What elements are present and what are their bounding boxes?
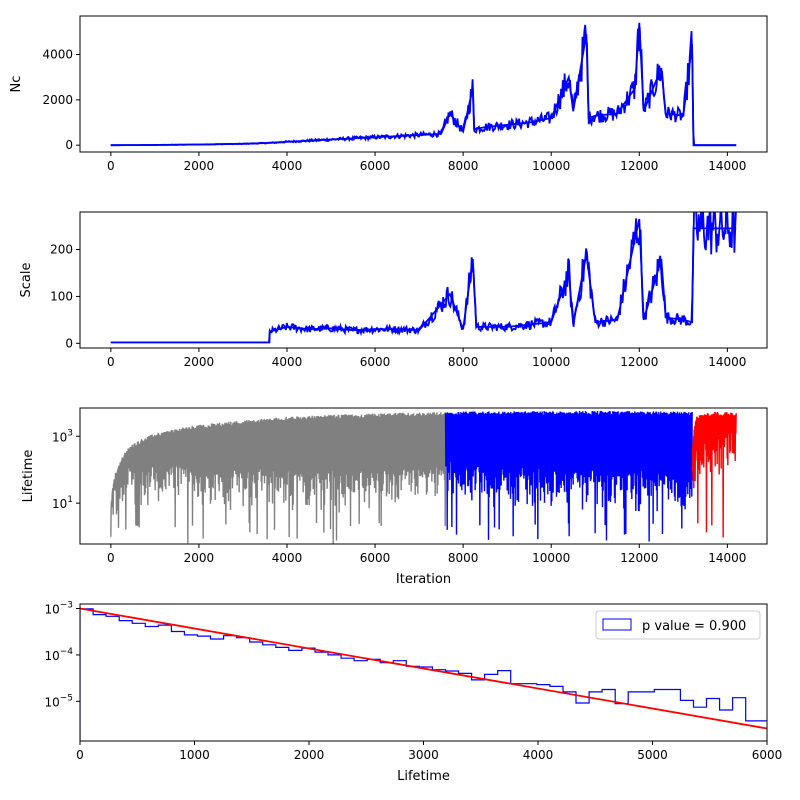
- x-tick-label-1-2: 4000: [272, 355, 303, 369]
- lifetime-series-0: [110, 412, 447, 544]
- axes-frame-0: [79, 15, 768, 153]
- x-tick-label-3-5: 5000: [637, 748, 668, 762]
- x-tick-label-2-5: 10000: [532, 551, 570, 565]
- y-tick-label-3-2: 10−3: [44, 600, 73, 616]
- x-tick-label-3-1: 1000: [179, 748, 210, 762]
- y-tick-label-3-0: 10−5: [44, 693, 73, 709]
- x-tick-label-0-3: 6000: [360, 159, 391, 173]
- x-tick-label-2-6: 12000: [620, 551, 658, 565]
- x-tick-label-3-6: 6000: [752, 748, 783, 762]
- x-tick-label-2-4: 8000: [448, 551, 479, 565]
- x-tick-label-0-6: 12000: [620, 159, 658, 173]
- legend-swatch: [602, 618, 632, 631]
- plot-area-3: [80, 607, 767, 741]
- x-tick-label-1-5: 10000: [532, 355, 570, 369]
- nc-panel: 0 2000 4000 6000 8000 10000 12000 14000 0 2000 400…: [9, 15, 768, 173]
- series-peaks-1-0: [110, 218, 737, 344]
- y-tick-label-0-1: 2000: [42, 93, 73, 107]
- x-tick-label-1-3: 6000: [360, 355, 391, 369]
- x-tick-label-0-5: 10000: [532, 159, 570, 173]
- y-tick-label-2-0: 101: [52, 495, 73, 511]
- histogram-steps: [80, 608, 767, 741]
- x-tick-label-2-2: 4000: [272, 551, 303, 565]
- y-tick-label-1-0: 0: [65, 336, 73, 350]
- axes-frame-2: [79, 407, 768, 545]
- legend: p value = 0.900: [595, 610, 761, 640]
- plot-area-0: [110, 22, 737, 147]
- x-tick-label-1-4: 8000: [448, 355, 479, 369]
- x-axis-label-2: Iteration: [396, 572, 451, 587]
- lifetime-series-2: [691, 411, 737, 538]
- lifetime-histogram-panel: 0 1000 2000 3000 4000 5000 6000 10−5 10−4 10−3 Lif…: [44, 600, 783, 784]
- x-tick-label-0-1: 2000: [184, 159, 215, 173]
- x-tick-label-3-4: 4000: [523, 748, 554, 762]
- y-tick-label-1-2: 200: [50, 243, 73, 257]
- x-tick-label-2-0: 0: [107, 551, 115, 565]
- x-tick-label-0-0: 0: [107, 159, 115, 173]
- y-tick-label-2-1: 103: [52, 428, 73, 444]
- y-tick-label-0-0: 0: [65, 138, 73, 152]
- x-tick-label-1-7: 14000: [708, 355, 746, 369]
- x-tick-label-2-7: 14000: [708, 551, 746, 565]
- x-tick-label-3-3: 3000: [408, 748, 439, 762]
- x-tick-label-0-7: 14000: [708, 159, 746, 173]
- legend-box: [595, 610, 761, 640]
- y-axis-label-0: Nc: [9, 76, 24, 93]
- y-tick-label-3-1: 10−4: [44, 647, 73, 663]
- x-tick-label-0-2: 4000: [272, 159, 303, 173]
- y-axis-label-1: Scale: [19, 263, 34, 298]
- x-tick-label-1-6: 12000: [620, 355, 658, 369]
- series-peaks-0-0: [110, 22, 737, 147]
- x-tick-label-2-3: 6000: [360, 551, 391, 565]
- x-tick-label-2-1: 2000: [184, 551, 215, 565]
- x-axis-label-3: Lifetime: [397, 769, 450, 784]
- y-tick-label-0-2: 4000: [42, 48, 73, 62]
- x-tick-label-3-2: 2000: [294, 748, 325, 762]
- legend-label: p value = 0.900: [642, 619, 746, 634]
- x-tick-label-1-0: 0: [107, 355, 115, 369]
- y-axis-label-2: Lifetime: [21, 450, 36, 503]
- x-tick-label-0-4: 8000: [448, 159, 479, 173]
- x-tick-label-1-1: 2000: [184, 355, 215, 369]
- scale-panel: 0 2000 4000 6000 8000 10000 12000 14000 0 100 200 S…: [19, 211, 768, 369]
- y-tick-label-1-1: 100: [50, 289, 73, 303]
- plot-area-1: [110, 212, 737, 344]
- lifetime-series-1: [444, 410, 693, 542]
- fit-line: [80, 607, 767, 730]
- plot-area-2: [110, 410, 737, 544]
- lifetime-panel: 0 2000 4000 6000 8000 10000 12000 14000 101 103 Li…: [21, 407, 768, 587]
- x-tick-label-3-0: 0: [76, 748, 84, 762]
- axes-frame-1: [79, 211, 768, 349]
